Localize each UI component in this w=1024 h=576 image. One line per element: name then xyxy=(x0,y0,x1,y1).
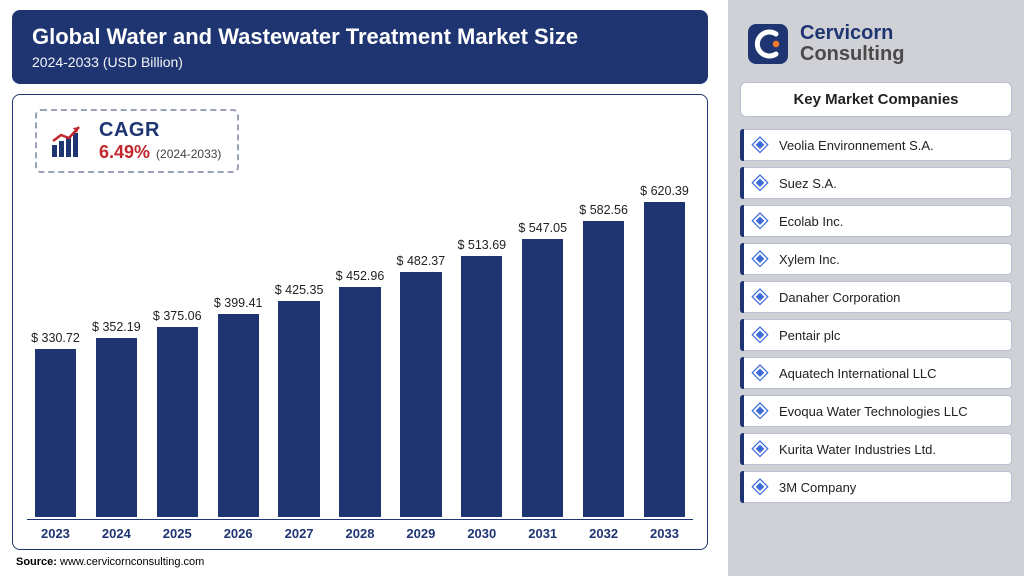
main-panel: Global Water and Wastewater Treatment Ma… xyxy=(0,0,720,576)
company-name: Kurita Water Industries Ltd. xyxy=(779,442,936,457)
bar xyxy=(339,287,380,517)
diamond-bullet-icon xyxy=(751,212,769,230)
bar xyxy=(583,221,624,517)
bar xyxy=(400,272,441,517)
bar-value-label: $ 330.72 xyxy=(31,331,80,345)
company-item: Evoqua Water Technologies LLC xyxy=(740,395,1012,427)
sidebar: Cervicorn Consulting Key Market Companie… xyxy=(720,0,1024,576)
diamond-bullet-icon xyxy=(751,478,769,496)
company-item: Suez S.A. xyxy=(740,167,1012,199)
company-name: Ecolab Inc. xyxy=(779,214,843,229)
source-text: www.cervicornconsulting.com xyxy=(60,556,204,568)
bar-value-label: $ 399.41 xyxy=(214,296,263,310)
bar-column: $ 620.39 xyxy=(638,184,691,517)
company-name: Veolia Environnement S.A. xyxy=(779,138,934,153)
company-item: Danaher Corporation xyxy=(740,281,1012,313)
source-label: Source: xyxy=(16,556,57,568)
bar-value-label: $ 425.35 xyxy=(275,283,324,297)
bar-value-label: $ 582.56 xyxy=(579,203,628,217)
cagr-value: 6.49% xyxy=(99,142,150,163)
bar-column: $ 352.19 xyxy=(90,320,143,517)
x-axis: 2023 2024 2025 2026 2027 2028 2029 2030 2031 2032… xyxy=(27,519,693,543)
title-header: Global Water and Wastewater Treatment Ma… xyxy=(12,10,708,84)
bar-column: $ 582.56 xyxy=(577,203,630,517)
bar-column: $ 399.41 xyxy=(212,296,265,517)
x-axis-label: 2030 xyxy=(455,526,508,541)
bar xyxy=(522,239,563,517)
bar-value-label: $ 620.39 xyxy=(640,184,689,198)
x-axis-label: 2031 xyxy=(516,526,569,541)
x-axis-label: 2024 xyxy=(90,526,143,541)
company-item: Kurita Water Industries Ltd. xyxy=(740,433,1012,465)
x-axis-label: 2026 xyxy=(212,526,265,541)
x-axis-label: 2028 xyxy=(334,526,387,541)
diamond-bullet-icon xyxy=(751,440,769,458)
company-list: Veolia Environnement S.A. Suez S.A. Ecolab… xyxy=(740,129,1012,503)
bar-column: $ 330.72 xyxy=(29,331,82,517)
cervicorn-logo-icon xyxy=(746,22,790,66)
x-axis-label: 2023 xyxy=(29,526,82,541)
bar-column: $ 547.05 xyxy=(516,221,569,517)
diamond-bullet-icon xyxy=(751,364,769,382)
x-axis-label: 2032 xyxy=(577,526,630,541)
cagr-label: CAGR xyxy=(99,119,221,142)
bar-value-label: $ 375.06 xyxy=(153,309,202,323)
x-axis-label: 2027 xyxy=(273,526,326,541)
company-name: Suez S.A. xyxy=(779,176,837,191)
bar-column: $ 425.35 xyxy=(273,283,326,517)
bar-column: $ 513.69 xyxy=(455,238,508,517)
diamond-bullet-icon xyxy=(751,136,769,154)
company-item: 3M Company xyxy=(740,471,1012,503)
company-item: Veolia Environnement S.A. xyxy=(740,129,1012,161)
growth-chart-icon xyxy=(49,121,89,161)
source-line: Source: www.cervicornconsulting.com xyxy=(12,556,708,568)
cagr-range: (2024-2033) xyxy=(156,147,221,161)
companies-header: Key Market Companies xyxy=(740,82,1012,117)
company-name: Xylem Inc. xyxy=(779,252,840,267)
x-axis-label: 2029 xyxy=(394,526,447,541)
bar-value-label: $ 513.69 xyxy=(457,238,506,252)
diamond-bullet-icon xyxy=(751,288,769,306)
diamond-bullet-icon xyxy=(751,326,769,344)
bar-column: $ 375.06 xyxy=(151,309,204,517)
cagr-badge: CAGR 6.49% (2024-2033) xyxy=(35,109,239,173)
company-item: Ecolab Inc. xyxy=(740,205,1012,237)
bar xyxy=(461,256,502,517)
bar xyxy=(218,314,259,517)
logo-line2: Consulting xyxy=(800,44,904,65)
bar xyxy=(278,301,319,517)
company-item: Aquatech International LLC xyxy=(740,357,1012,389)
bar-value-label: $ 547.05 xyxy=(518,221,567,235)
bar-value-label: $ 482.37 xyxy=(397,254,446,268)
diamond-bullet-icon xyxy=(751,250,769,268)
bar xyxy=(35,349,76,517)
company-name: Aquatech International LLC xyxy=(779,366,937,381)
page-title: Global Water and Wastewater Treatment Ma… xyxy=(32,24,688,50)
bar xyxy=(644,202,685,517)
bar-column: $ 452.96 xyxy=(334,269,387,517)
bar-value-label: $ 352.19 xyxy=(92,320,141,334)
x-axis-label: 2033 xyxy=(638,526,691,541)
company-name: 3M Company xyxy=(779,480,856,495)
bar-value-label: $ 452.96 xyxy=(336,269,385,283)
company-item: Xylem Inc. xyxy=(740,243,1012,275)
diamond-bullet-icon xyxy=(751,174,769,192)
company-name: Evoqua Water Technologies LLC xyxy=(779,404,968,419)
bar xyxy=(157,327,198,517)
company-name: Danaher Corporation xyxy=(779,290,900,305)
page-subtitle: 2024-2033 (USD Billion) xyxy=(32,54,688,70)
logo-line1: Cervicorn xyxy=(800,23,904,44)
company-name: Pentair plc xyxy=(779,328,840,343)
bars-area: $ 330.72 $ 352.19 $ 375.06 $ 399.41 $ 425.35… xyxy=(27,117,693,517)
brand-logo: Cervicorn Consulting xyxy=(740,16,1012,70)
bar-chart: CAGR 6.49% (2024-2033) $ 330.72$ 352.19$… xyxy=(12,94,708,550)
bar-column: $ 482.37 xyxy=(394,254,447,517)
company-item: Pentair plc xyxy=(740,319,1012,351)
bar xyxy=(96,338,137,517)
x-axis-label: 2025 xyxy=(151,526,204,541)
diamond-bullet-icon xyxy=(751,402,769,420)
